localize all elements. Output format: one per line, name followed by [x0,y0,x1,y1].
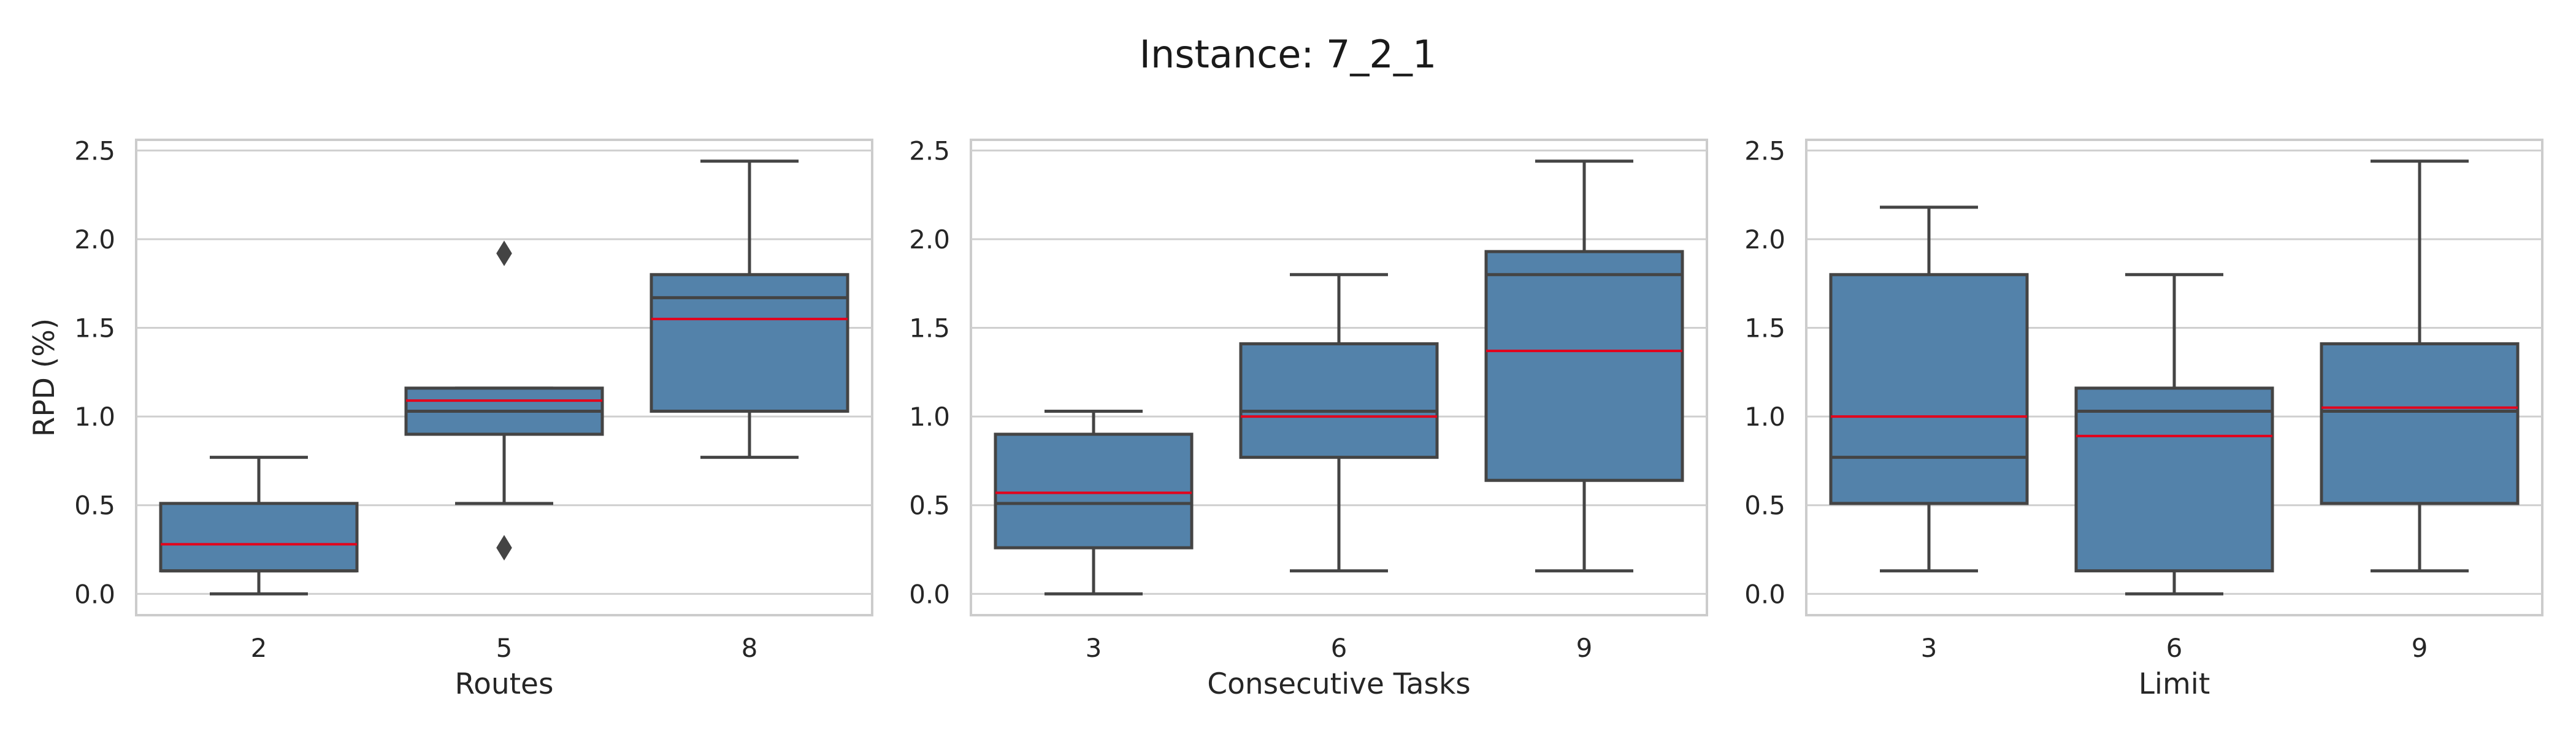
y-tick-label: 0.0 [1744,579,1785,609]
y-tick-label: 0.0 [74,579,115,609]
y-tick-label: 2.5 [909,136,950,166]
box-6 [2074,273,2274,596]
box-iqr [650,273,849,413]
box-iqr [2320,342,2520,505]
box-iqr [2074,386,2274,573]
x-tick-label: 5 [496,633,513,663]
box-2 [159,456,359,596]
y-tick-label: 2.0 [1744,224,1785,255]
y-tick-label: 1.5 [909,313,950,343]
panel-3: 0.0 0.5 1.0 1.5 2.0 2.5 3 6 9 Limit [1744,136,2543,701]
y-tick-label: 2.0 [74,224,115,255]
panel-2: 0.0 0.5 1.0 1.5 2.0 2.5 3 6 9 Consecutive Tasks [909,136,1708,701]
box-8 [650,159,849,459]
box-3 [994,409,1194,596]
figure-title: Instance: 7_2_1 [1139,32,1437,77]
box-9 [1484,159,1684,573]
x-axis-label: Limit [2139,667,2210,701]
y-tick-label: 0.5 [909,491,950,521]
x-tick-label: 2 [251,633,267,663]
outlier-point [496,240,512,266]
x-axis-label: Routes [455,667,554,701]
y-tick-label: 1.0 [74,402,115,432]
box-iqr [994,432,1194,550]
x-tick-label: 6 [1331,633,1347,663]
y-tick-label: 0.5 [74,491,115,521]
box-3 [1829,205,2029,573]
x-tick-label: 9 [2412,633,2428,663]
y-axis-label: RPD (%) [28,318,61,437]
outlier-point [496,535,512,561]
panel-1: 0.0 0.5 1.0 1.5 2.0 2.5 2 5 8 Routes RPD (%) [28,136,873,701]
y-tick-label: 2.5 [1744,136,1785,166]
y-tick-label: 0.0 [909,579,950,609]
box-iqr [1484,250,1684,482]
x-tick-label: 9 [1576,633,1593,663]
x-tick-label: 3 [1921,633,1938,663]
y-tick-label: 1.0 [909,402,950,432]
box-iqr [159,502,359,573]
y-tick-label: 2.0 [909,224,950,255]
x-tick-label: 3 [1086,633,1102,663]
y-tick-label: 1.5 [74,313,115,343]
y-tick-label: 2.5 [74,136,115,166]
box-5 [404,240,604,561]
box-iqr [1829,273,2029,505]
box-9 [2320,159,2520,573]
box-6 [1239,273,1439,573]
x-axis-label: Consecutive Tasks [1207,667,1470,701]
box-iqr [1239,342,1439,459]
x-tick-label: 8 [742,633,758,663]
x-tick-label: 6 [2166,633,2183,663]
y-tick-label: 1.5 [1744,313,1785,343]
y-tick-label: 0.5 [1744,491,1785,521]
y-tick-label: 1.0 [1744,402,1785,432]
